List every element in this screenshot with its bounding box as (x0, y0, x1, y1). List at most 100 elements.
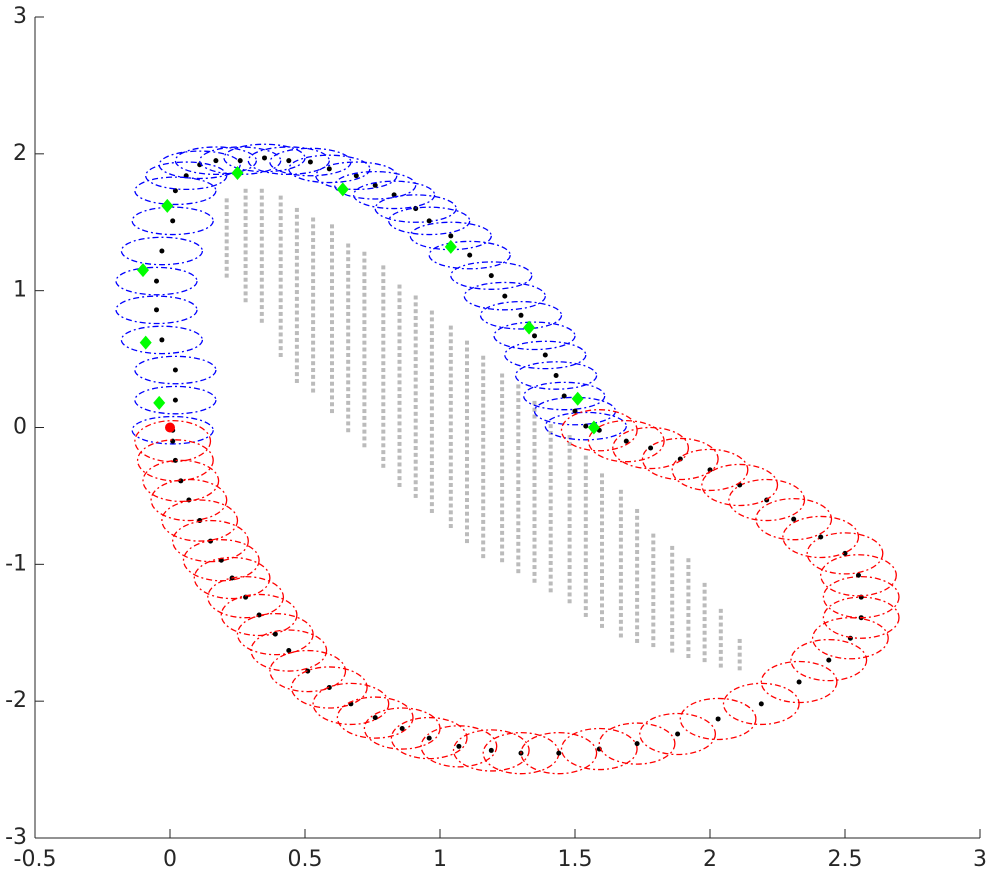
obstacle-dot (381, 450, 386, 455)
obstacle-dot (532, 530, 537, 535)
obstacle-dot (278, 270, 283, 275)
obstacle-dot (429, 310, 434, 315)
obstacle-dot (311, 326, 316, 331)
obstacle-dot (500, 530, 505, 535)
obstacle-dot (381, 388, 386, 393)
obstacle-dot (278, 236, 283, 241)
obstacle-dot (516, 459, 521, 464)
obstacle-dot (448, 394, 453, 399)
obstacle-dot (618, 530, 623, 535)
obstacle-dot (583, 503, 588, 508)
obstacle-dot (346, 291, 351, 296)
obstacle-dot (294, 221, 299, 226)
obstacle-dot (481, 430, 486, 435)
obstacle-dot (429, 351, 434, 356)
obstacle-dot (583, 585, 588, 590)
obstacle-dot (429, 474, 434, 479)
obstacle-dot (294, 262, 299, 267)
obstacle-dot (516, 439, 521, 444)
obstacle-dot (346, 359, 351, 364)
obstacle-dot (686, 626, 691, 631)
obstacle-dot (516, 541, 521, 546)
obstacle-dot (397, 346, 402, 351)
obstacle-dot (548, 554, 553, 559)
obstacle-dot (278, 216, 283, 221)
obstacle-dot (651, 574, 656, 579)
obstacle-dot (278, 195, 283, 200)
center-dot (791, 516, 797, 522)
obstacle-dot (583, 571, 588, 576)
obstacle-dot (516, 473, 521, 478)
obstacle-dot (618, 612, 623, 617)
obstacle-dot (397, 448, 402, 453)
obstacle-dot (532, 455, 537, 460)
obstacle-dot (548, 567, 553, 572)
obstacle-dot (346, 373, 351, 378)
obstacle-dot (243, 222, 248, 227)
obstacle-dot (567, 462, 572, 467)
obstacle-dot (311, 374, 316, 379)
obstacle-dot (567, 469, 572, 474)
obstacle-dot (567, 517, 572, 522)
obstacle-dot (583, 551, 588, 556)
obstacle-dot (224, 259, 229, 264)
obstacle-dot (448, 503, 453, 508)
obstacle-dot (330, 265, 334, 270)
obstacle-dot (362, 368, 367, 373)
obstacle-dot (362, 265, 367, 270)
obstacle-dot (500, 551, 505, 556)
obstacle-dot (516, 493, 521, 498)
center-dot (172, 367, 178, 373)
obstacle-dot (567, 496, 572, 501)
obstacle-dot (567, 482, 572, 487)
ellipse (131, 415, 214, 445)
obstacle-dot (259, 311, 264, 316)
obstacle-dot (294, 290, 299, 295)
obstacle-dot (397, 284, 402, 289)
obstacle-dot (548, 465, 553, 470)
obstacle-dot (618, 496, 623, 501)
ellipse (223, 143, 306, 173)
obstacle-dot (583, 482, 588, 487)
obstacle-dot (397, 352, 402, 357)
obstacle-dot (465, 491, 469, 496)
obstacle-dot (548, 472, 553, 477)
obstacle-dot (294, 378, 299, 383)
obstacle-dot (448, 400, 453, 405)
obstacle-dot (465, 443, 469, 448)
obstacle-dot (294, 310, 299, 315)
obstacle-dot (346, 380, 351, 385)
center-dot (583, 423, 589, 429)
obstacle-dot (243, 298, 248, 303)
obstacle-dot (429, 495, 434, 500)
obstacle-dot (397, 428, 402, 433)
obstacle-dot (429, 447, 434, 452)
obstacle-dot (532, 503, 537, 508)
center-dot (488, 273, 494, 279)
obstacle-dot (413, 329, 418, 334)
obstacle-dot (397, 441, 402, 446)
obstacle-dot (500, 558, 505, 563)
obstacle-dot (278, 325, 283, 330)
obstacle-dot (670, 580, 675, 585)
center-dot (213, 158, 219, 164)
obstacle-dot (532, 537, 537, 542)
obstacle-dot (259, 195, 264, 200)
ellipse (142, 459, 220, 503)
obstacle-dot (481, 513, 486, 518)
obstacle-dot (413, 391, 418, 396)
obstacle-dot (532, 421, 537, 426)
obstacle-dot (362, 347, 367, 352)
obstacle-dot (362, 279, 367, 284)
obstacle-dot (413, 411, 418, 416)
obstacle-dot (465, 456, 469, 461)
obstacle-dot (330, 251, 334, 256)
obstacle-dot (635, 550, 640, 555)
obstacle-dot (618, 524, 623, 529)
obstacle-dot (465, 340, 469, 345)
obstacle-dot (278, 346, 283, 351)
obstacle-dot (532, 496, 537, 501)
ellipse (145, 161, 228, 191)
obstacle-dot (429, 420, 434, 425)
obstacle-dot (481, 472, 486, 477)
